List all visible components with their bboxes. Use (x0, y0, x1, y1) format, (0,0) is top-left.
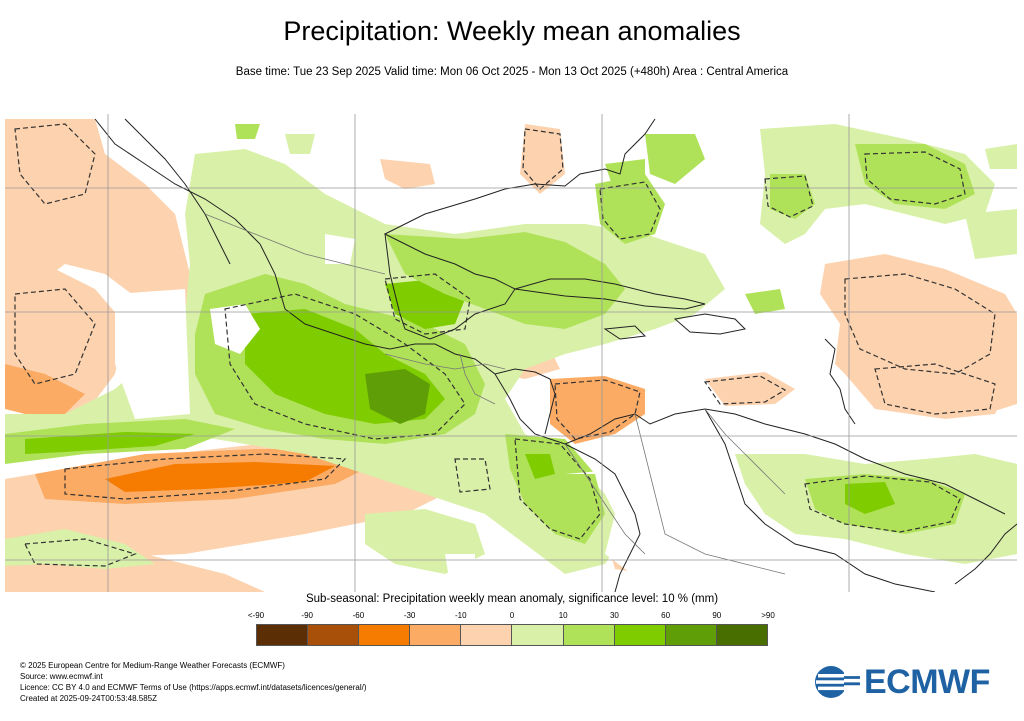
footer-licence: Licence: CC BY 4.0 and ECMWF Terms of Us… (20, 683, 367, 692)
legend-swatch (410, 625, 462, 645)
anomaly-map (5, 114, 1017, 592)
legend-tick-label: -60 (352, 611, 365, 620)
significance-contours (14, 123, 996, 567)
legend-swatch (359, 625, 411, 645)
legend-swatch (308, 625, 360, 645)
legend-tick-label: <-90 (247, 611, 265, 620)
legend-tick-label: 30 (609, 611, 619, 620)
map-canvas (5, 114, 1017, 592)
legend-tick-label: 10 (558, 611, 568, 620)
legend-tick-labels: <-90 -90 -60 -30 -10 0 10 30 60 90 >90 (0, 611, 1024, 625)
legend-title: Sub-seasonal: Precipitation weekly mean … (305, 593, 719, 605)
legend-swatch (563, 625, 615, 645)
legend-tick-label: -30 (403, 611, 416, 620)
legend-swatch (512, 625, 564, 645)
map-title: Precipitation: Weekly mean anomalies (283, 16, 741, 46)
legend-swatch (257, 625, 309, 645)
graticule (5, 114, 1017, 592)
legend-swatch (665, 625, 717, 645)
legend-tick-label: 0 (509, 611, 515, 620)
ecmwf-logo: ECMWF (814, 662, 1010, 701)
legend-tick-label: -10 (455, 611, 467, 620)
legend-swatch (614, 625, 666, 645)
country-borders (204, 213, 786, 575)
neutral-regions (115, 234, 765, 592)
legend-swatch (461, 625, 513, 645)
footer-created: Created at 2025-09-24T00:53:48.585Z (20, 694, 157, 703)
coastlines (94, 118, 1017, 592)
legend-swatch (716, 625, 767, 645)
legend-tick-label: -90 (301, 611, 313, 620)
footer: © 2025 European Centre for Medium-Range … (20, 660, 367, 704)
wet-anomaly-regions (5, 124, 1017, 574)
footer-source: Source: www.ecmwf.int (20, 672, 103, 681)
legend-tick-label: 90 (712, 611, 722, 620)
legend-colorbar (256, 624, 768, 646)
legend-tick-label: 60 (661, 611, 671, 620)
legend-tick-label: >90 (761, 611, 775, 620)
map-subtitle: Base time: Tue 23 Sep 2025 Valid time: M… (235, 66, 789, 78)
ecmwf-logo-icon (815, 666, 860, 698)
ecmwf-logo-text: ECMWF (864, 662, 990, 701)
footer-copyright: © 2025 European Centre for Medium-Range … (20, 661, 285, 670)
